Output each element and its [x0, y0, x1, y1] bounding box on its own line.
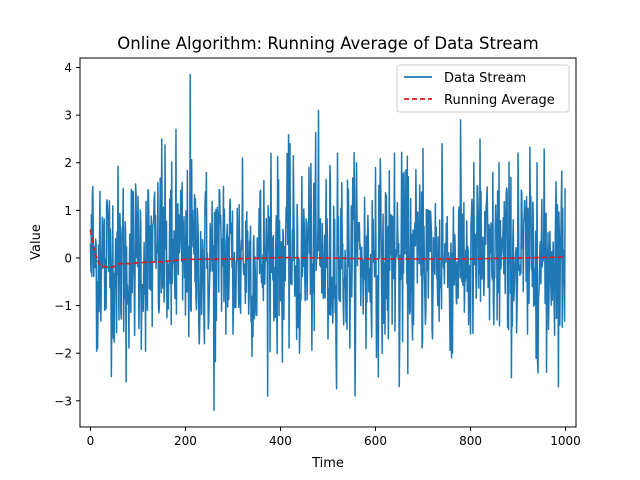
legend-label: Running Average [444, 93, 555, 108]
y-tick-label: −3 [54, 394, 72, 408]
x-tick-label: 0 [87, 434, 95, 448]
running-average-line [89, 229, 566, 269]
x-tick-label: 400 [269, 434, 292, 448]
y-axis-label: Value [29, 224, 44, 260]
chart-title: Online Algorithm: Running Average of Dat… [117, 34, 538, 53]
legend-box [396, 64, 570, 113]
x-axis-label: Time [311, 456, 344, 471]
y-tick-label: −1 [54, 299, 72, 313]
y-tick-label: 0 [64, 251, 72, 265]
y-tick-label: 3 [64, 109, 72, 123]
plot-frame [79, 57, 577, 428]
legend: Data Stream Running Average [396, 64, 570, 113]
y-tick-label: −2 [54, 347, 72, 361]
y-tick-label: 1 [64, 204, 72, 218]
x-tick-label: 1000 [550, 434, 581, 448]
x-tick-label: 200 [174, 434, 197, 448]
plot-area: 0 200 400 600 800 1000 −3 −2 −1 0 1 2 3 4 [54, 57, 581, 448]
x-tick-label: 600 [364, 434, 387, 448]
legend-label: Data Stream [444, 71, 526, 86]
data-stream-line [89, 73, 566, 412]
y-tick-label: 4 [64, 61, 72, 75]
y-tick-label: 2 [64, 156, 72, 170]
x-tick-label: 800 [459, 434, 482, 448]
